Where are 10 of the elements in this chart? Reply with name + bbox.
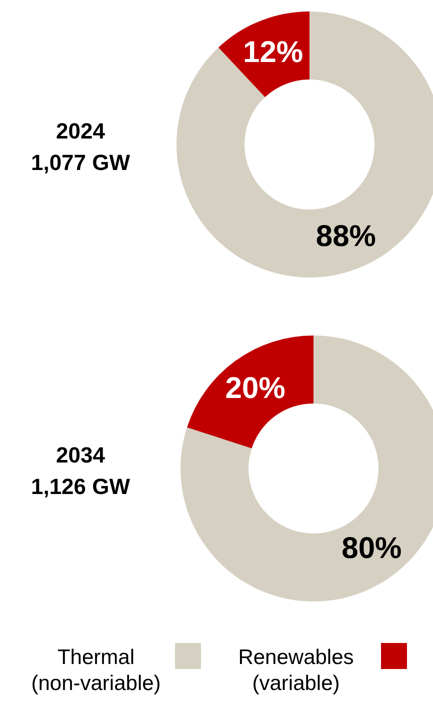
- text: 2024: [56, 118, 106, 144]
- legend-label: Thermal (non-variable): [30, 645, 162, 697]
- text: 1,126 GW: [30, 474, 130, 499]
- legend-label: Renewables (variable): [237, 645, 355, 697]
- data-label: 12%: [243, 36, 304, 69]
- data-label: 88%: [316, 220, 376, 254]
- data-label: 20%: [225, 372, 286, 405]
- text: 1,077 GW: [30, 150, 130, 175]
- text: 2034: [56, 442, 106, 468]
- data-label: 80%: [342, 532, 402, 566]
